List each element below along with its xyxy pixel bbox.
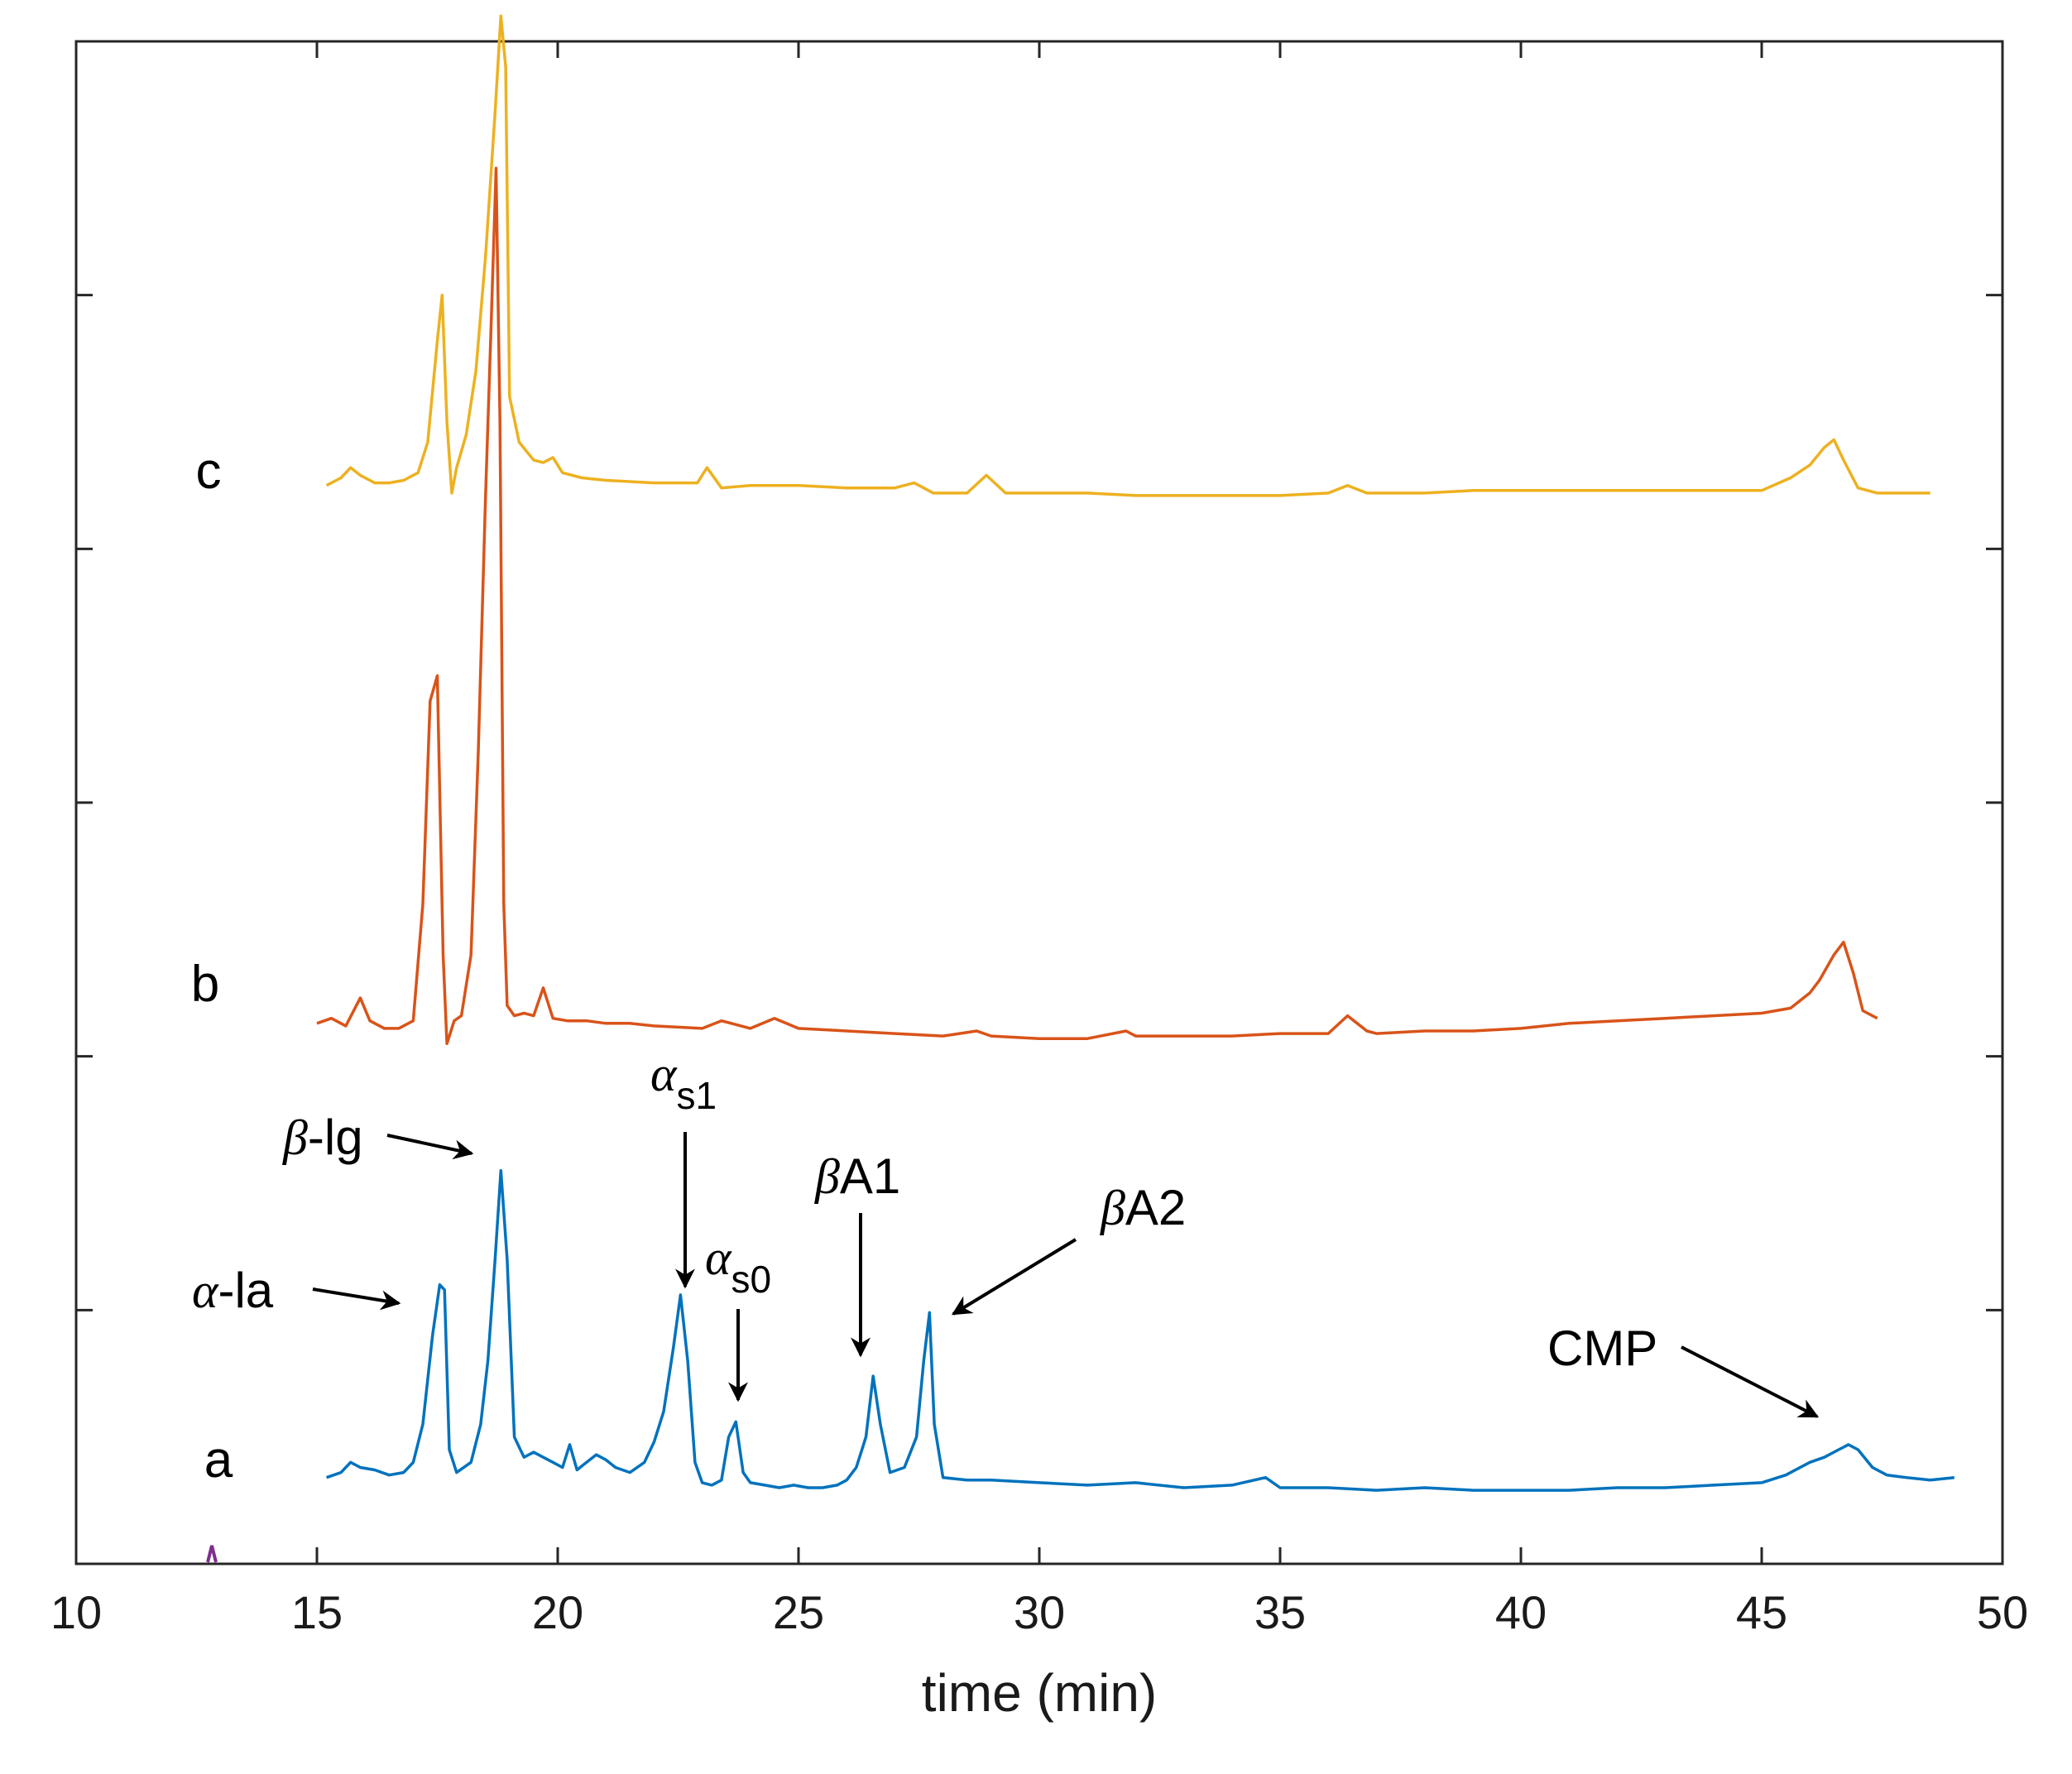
x-tick-label-8: 50 [1977,1586,2028,1638]
beta-lg-greek: β [282,1110,308,1165]
x-tick-label-6: 40 [1495,1586,1547,1638]
x-tick-label-5: 35 [1254,1586,1306,1638]
alpha-la-text: -la [218,1263,274,1318]
alpha-s1-greek: α [650,1047,678,1101]
svg-text:βA1: βA1 [814,1148,900,1204]
beta-a2-arrow [951,1238,1077,1316]
alpha-la-arrow [312,1287,401,1311]
trace-label-b: b [191,956,219,1013]
svg-text:β-lg: β-lg [282,1110,363,1165]
x-tick-label-2: 20 [532,1586,583,1638]
x-tick-label-0: 10 [50,1586,102,1638]
plot-area-frame [74,40,2004,1565]
series-line-a [326,1168,1954,1492]
trace-label-c: c [196,443,222,500]
beta-lg-text: -lg [308,1110,363,1165]
annotation-alpha-s1: αs1 [650,1047,717,1289]
annotation-beta-a1: βA1 [814,1148,900,1358]
trace-label-a: a [204,1431,233,1489]
annotation-cmp: CMP [1547,1321,1820,1418]
annotation-alpha-s0: αs0 [705,1230,771,1402]
alpha-la-greek: α [192,1263,219,1318]
x-axis-title: time (min) [922,1663,1157,1723]
beta-a1-text: A1 [840,1148,900,1204]
svg-text:αs0: αs0 [705,1230,771,1301]
series-line-c [325,14,1931,497]
y-axis [76,294,2002,1311]
x-tick-label-4: 30 [1014,1586,1065,1638]
alpha-s0-greek: α [705,1230,732,1285]
annotation-beta-a2: βA2 [951,1180,1186,1316]
marker-tick-icon [206,1545,218,1563]
svg-text:βA2: βA2 [1100,1180,1186,1235]
annotation-alpha-la: α-la [192,1263,401,1318]
svg-text:αs1: αs1 [650,1047,717,1117]
x-tick-label-3: 25 [773,1586,824,1638]
beta-lg-arrow [386,1134,474,1160]
alpha-s1-sub: s1 [677,1074,717,1117]
x-tick-label-7: 45 [1736,1586,1787,1638]
series-line-b [316,166,1878,1046]
cmp-arrow [1681,1345,1820,1418]
alpha-s0-sub: s0 [731,1258,772,1301]
x-tick-label-1: 15 [291,1586,343,1638]
series-layer [316,14,1954,1492]
beta-a1-greek: β [814,1149,840,1204]
annotation-beta-lg: β-lg [282,1110,474,1165]
svg-text:α-la: α-la [192,1263,274,1318]
x-axis: 10 15 20 25 30 35 40 45 50 [50,41,2028,1638]
beta-a2-greek: β [1100,1181,1125,1235]
cmp-text: CMP [1547,1321,1657,1376]
beta-a2-text: A2 [1125,1180,1186,1235]
